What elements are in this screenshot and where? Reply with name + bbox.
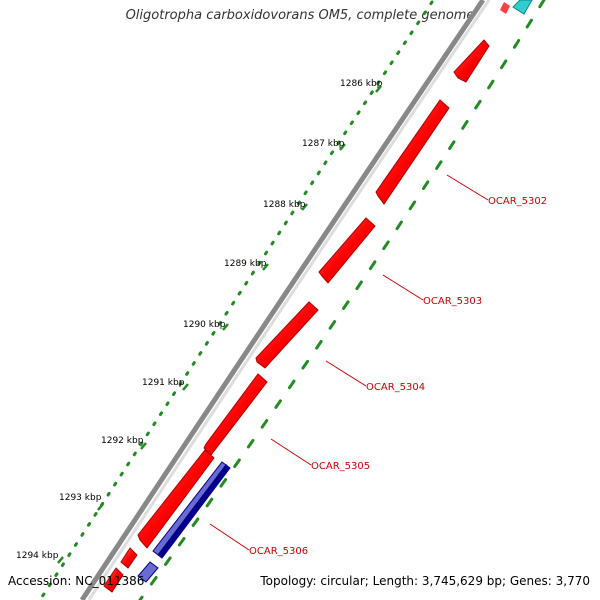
gene-arrow [375,99,450,205]
gene-label: OCAR_5303 [423,296,482,307]
backbone [79,0,486,600]
gene-label-leaders [209,174,489,551]
tick-label: 1288 kbp [263,200,306,210]
gene-label: OCAR_5306 [249,546,308,557]
inner-dotted-ring [138,0,546,600]
gene-arrow [453,39,490,83]
gene-arrow-small [500,2,510,14]
gene-arrow [318,217,376,284]
map-title: Oligotropha carboxidovorans OM5, complet… [125,8,475,23]
outer-ring-ticks [57,85,382,564]
accession-label: Accession: NC_011386 [8,574,145,588]
genome-summary: Topology: circular; Length: 3,745,629 bp… [260,574,590,588]
gene-arrow [120,547,138,569]
tick-labels: 1286 kbp 1287 kbp 1288 kbp 1289 kbp 1290… [16,79,383,561]
tick-label: 1289 kbp [224,259,267,269]
gene-label: OCAR_5305 [311,461,370,472]
reverse-strand-genes [137,0,533,583]
backbone-highlight [87,0,491,600]
tick-label: 1292 kbp [101,436,144,446]
tick-label: 1287 kbp [302,139,345,149]
tick-label: 1286 kbp [340,79,383,89]
tick-label: 1293 kbp [59,493,102,503]
gene-labels: OCAR_5302 OCAR_5303 OCAR_5304 OCAR_5305 … [249,196,547,557]
teal-feature [512,0,533,15]
forward-strand-genes [103,2,510,593]
gene-arrow-reverse [158,464,230,558]
gene-arrow [203,373,268,456]
gene-arrow [103,567,124,593]
gene-label: OCAR_5304 [366,382,425,393]
gene-arrow [255,301,319,369]
tick-label: 1294 kbp [16,551,59,561]
gene-label: OCAR_5302 [488,196,547,207]
tick-label: 1291 kbp [142,378,185,388]
gene-arrow-reverse [137,561,159,583]
tick-label: 1290 kbp [183,320,226,330]
gene-arrow [137,449,215,549]
